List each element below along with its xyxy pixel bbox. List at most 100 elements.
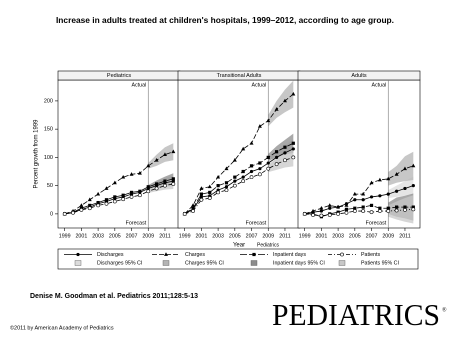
x-tick-label: 2001: [195, 233, 207, 239]
actual-label: Actual: [372, 82, 387, 88]
actual-label: Actual: [132, 82, 147, 88]
marker: [216, 174, 221, 179]
marker: [291, 91, 296, 96]
marker: [411, 205, 415, 209]
x-tick-label: 2001: [315, 233, 327, 239]
marker: [266, 155, 270, 159]
x-tick-label: 2007: [366, 233, 378, 239]
copyright: ©2011 by American Academy of Pediatrics: [10, 324, 114, 331]
x-tick-label: 2007: [246, 233, 258, 239]
marker: [191, 206, 195, 210]
legend-swatch: [162, 260, 170, 266]
marker: [378, 206, 382, 210]
marker: [241, 175, 245, 179]
ci-band: [388, 195, 414, 224]
marker: [394, 208, 399, 213]
marker: [336, 211, 341, 216]
marker: [311, 213, 315, 217]
marker: [113, 195, 117, 199]
legend-label: Discharges 95% CI: [97, 260, 142, 266]
marker: [336, 204, 341, 209]
marker: [224, 185, 229, 189]
panel-title: Adults: [351, 73, 367, 79]
marker: [137, 193, 142, 198]
x-tick-label: 1999: [179, 233, 191, 239]
marker: [104, 186, 109, 190]
marker: [386, 209, 391, 213]
marker: [249, 169, 254, 174]
x-tick-label: 2005: [109, 233, 121, 239]
x-tick-label: 2011: [279, 233, 290, 239]
marker: [233, 175, 237, 179]
marker: [361, 205, 365, 209]
legend-label: Discharges: [97, 252, 124, 258]
marker: [241, 146, 246, 151]
marker: [369, 180, 374, 185]
legend-label: Charges: [185, 252, 205, 258]
marker: [275, 150, 279, 154]
marker: [199, 186, 204, 190]
watermark: Pediatrics: [257, 242, 279, 248]
marker: [352, 191, 357, 196]
marker: [353, 206, 357, 210]
marker: [377, 177, 382, 182]
marker: [291, 147, 295, 151]
marker: [112, 199, 117, 204]
marker: [361, 191, 366, 196]
slide-title: Increase in adults treated at children's…: [56, 15, 394, 25]
x-tick-label: 2009: [262, 233, 274, 239]
marker: [96, 191, 101, 196]
marker: [163, 183, 167, 188]
marker: [207, 184, 212, 189]
legend-label: Patients: [361, 252, 380, 258]
marker: [232, 158, 237, 162]
y-axis-label: Percent growth from 1999: [34, 119, 40, 189]
marker: [274, 107, 279, 111]
marker: [319, 213, 324, 218]
marker: [403, 205, 407, 209]
marker: [232, 183, 237, 188]
marker: [104, 198, 109, 202]
x-tick-label: 2007: [126, 233, 138, 239]
panel-title: Transitional Adults: [217, 73, 262, 79]
marker: [411, 163, 416, 168]
marker: [274, 162, 279, 167]
marker: [377, 209, 382, 213]
marker: [129, 172, 134, 176]
actual-label: Actual: [252, 82, 267, 88]
y-tick-label: 200: [44, 98, 53, 104]
marker: [266, 161, 270, 165]
marker: [403, 186, 407, 191]
marker: [352, 209, 357, 213]
legend-swatch: [250, 260, 258, 266]
x-tick-label: 2003: [92, 233, 104, 239]
marker: [403, 208, 407, 212]
marker: [121, 174, 126, 179]
marker: [208, 190, 212, 195]
x-tick-label: 2005: [349, 233, 361, 239]
marker: [79, 203, 84, 207]
marker: [353, 198, 357, 202]
legend-swatch: [338, 260, 346, 266]
marker: [171, 149, 176, 154]
citation: Denise M. Goodman et al. Pediatrics 2011…: [30, 293, 198, 300]
marker: [258, 161, 262, 165]
marker: [258, 167, 262, 171]
marker: [171, 182, 176, 186]
legend-label: Inpatient days 95% CI: [273, 260, 325, 266]
x-tick-label: 2001: [75, 233, 87, 239]
legend-label: Inpatient days: [273, 252, 306, 258]
forecast-label: Forecast: [126, 220, 147, 226]
legend-box: [57, 248, 419, 270]
marker: [283, 151, 287, 155]
series-line: [184, 93, 294, 215]
marker: [386, 192, 390, 196]
marker: [283, 158, 287, 163]
marker: [62, 211, 67, 216]
marker: [199, 192, 203, 196]
ci-band: [388, 176, 414, 199]
x-tick-label: 1999: [59, 233, 71, 239]
marker: [71, 210, 75, 215]
marker: [249, 141, 254, 145]
